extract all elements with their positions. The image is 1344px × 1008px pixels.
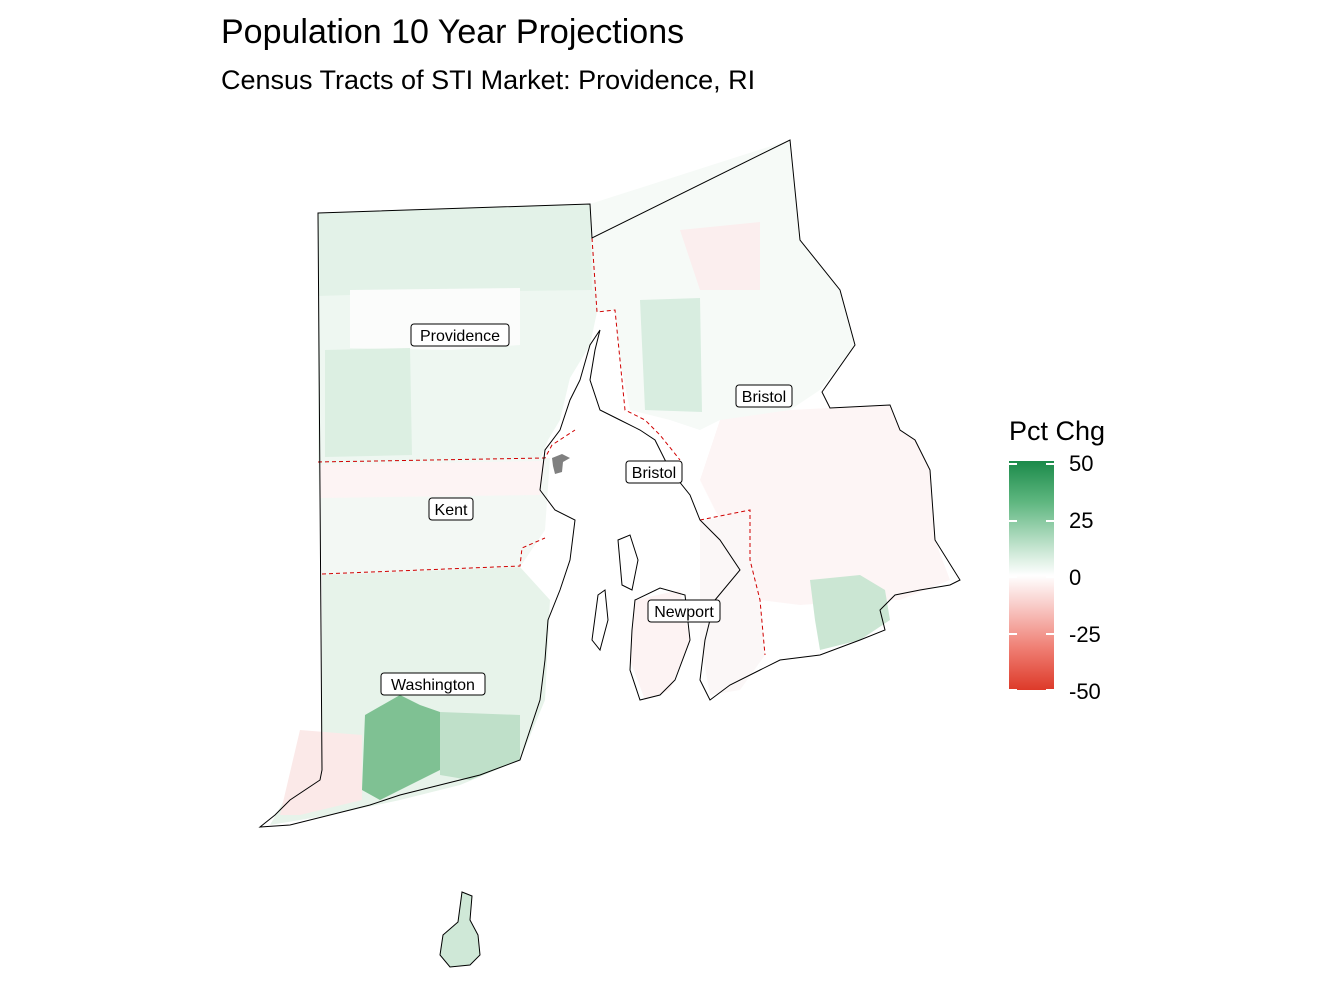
tract-region-kent-pink [320,461,545,498]
tract-region-washington-lightgreen [440,712,520,780]
aquidneck-outline [629,587,691,701]
legend-tickmark [1009,520,1017,522]
legend-tickmark [1009,463,1017,465]
county-label-newport: Newport [647,599,721,623]
tract-region-green-coast [810,575,890,650]
county-label-text: Kent [435,502,468,519]
tract-region-newport [700,515,765,695]
county-labels: Providence Bristol Bristol Kent Newport … [380,323,793,696]
prudence-outline [617,534,639,591]
legend-tick-label: -25 [1069,622,1101,647]
tract-region-bristol-east [700,405,950,605]
county-border-kent-washington [321,537,546,575]
legend-colorbar [1009,461,1054,690]
legend-tickmark [1046,576,1054,578]
county-border-providence-kent [317,429,576,463]
narragansett-bay [555,460,625,700]
county-label-providence: Providence [410,323,510,347]
tract-region-green-patch [640,298,702,412]
legend-tickmark [1046,633,1054,635]
county-label-text: Washington [391,677,475,694]
legend-tick-label: -50 [1069,679,1101,704]
tract-region-providence-north [318,204,592,296]
map-subtitle: Census Tracts of STI Market: Providence,… [221,65,756,95]
conanicut-outline [591,589,609,652]
legend-tick-label: 0 [1069,565,1082,590]
legend-tickmark [1009,689,1017,691]
county-label-text: Bristol [742,389,786,406]
county-border-newport [699,509,766,656]
legend-tick-label: 50 [1069,451,1094,476]
county-label-text: Bristol [632,465,676,482]
tract-region-pink-patch [680,222,760,290]
missing-data-tract [552,454,570,474]
county-label-text: Providence [420,328,500,345]
tract-region-block-island [440,892,480,967]
legend-tickmark [1046,463,1054,465]
block-island-outline [439,891,481,968]
map-title: Population 10 Year Projections [221,13,685,51]
county-border-providence-bristol [591,237,681,461]
county-label-bristol-south: Bristol [625,460,683,484]
county-label-washington: Washington [380,672,486,696]
legend-title: Pct Chg [1009,416,1106,446]
tract-region-washington-green [362,695,440,800]
county-label-text: Newport [654,604,714,621]
legend-tickmark [1046,520,1054,522]
legend-tickmark [1046,689,1054,691]
county-borders [317,237,766,656]
county-label-kent: Kent [428,497,474,521]
county-label-bristol-north: Bristol [735,384,793,408]
tract-fills [270,140,950,967]
legend-tickmark [1009,633,1017,635]
legend-tick-label: 25 [1069,508,1094,533]
tract-region-providence-green-patch [325,348,412,457]
legend-tickmark [1009,576,1017,578]
